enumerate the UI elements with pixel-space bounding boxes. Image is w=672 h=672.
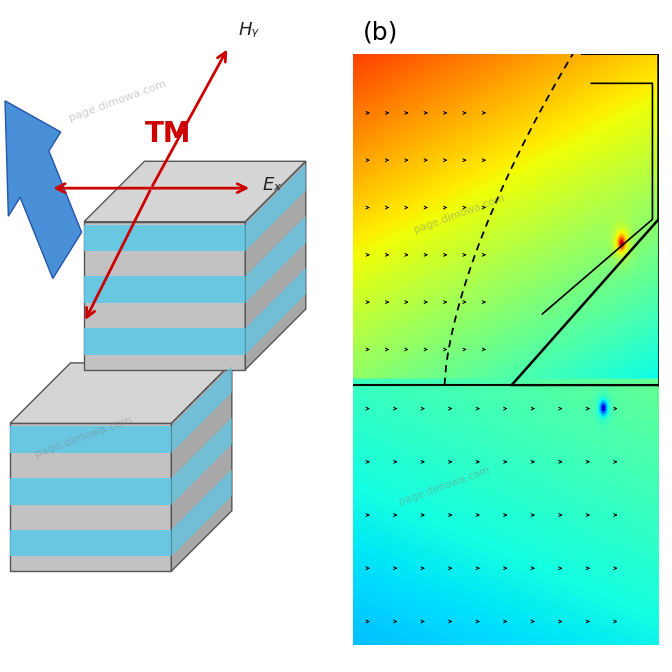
Polygon shape: [171, 417, 232, 505]
Polygon shape: [5, 101, 81, 278]
Polygon shape: [84, 328, 245, 355]
Text: Eₓ: Eₓ: [262, 176, 282, 194]
Polygon shape: [10, 426, 171, 453]
Polygon shape: [10, 363, 232, 423]
Text: page.dimowa.com: page.dimowa.com: [34, 415, 134, 459]
Text: (b): (b): [363, 20, 398, 44]
Polygon shape: [84, 276, 245, 303]
Polygon shape: [84, 224, 245, 251]
Polygon shape: [245, 161, 306, 370]
Polygon shape: [245, 164, 306, 251]
Polygon shape: [171, 363, 232, 571]
Polygon shape: [10, 478, 171, 505]
Text: Hᵧ: Hᵧ: [239, 22, 259, 39]
Text: page.dimowa.com: page.dimowa.com: [68, 79, 167, 123]
Text: TM: TM: [144, 120, 192, 149]
Text: page.dimowa.com: page.dimowa.com: [413, 192, 507, 235]
Polygon shape: [245, 216, 306, 303]
Polygon shape: [10, 423, 171, 571]
Polygon shape: [84, 222, 245, 370]
Polygon shape: [171, 469, 232, 556]
Polygon shape: [245, 267, 306, 355]
Polygon shape: [84, 161, 306, 222]
Text: page.dimowa.com: page.dimowa.com: [398, 464, 491, 507]
Polygon shape: [10, 530, 171, 556]
Polygon shape: [171, 366, 232, 453]
